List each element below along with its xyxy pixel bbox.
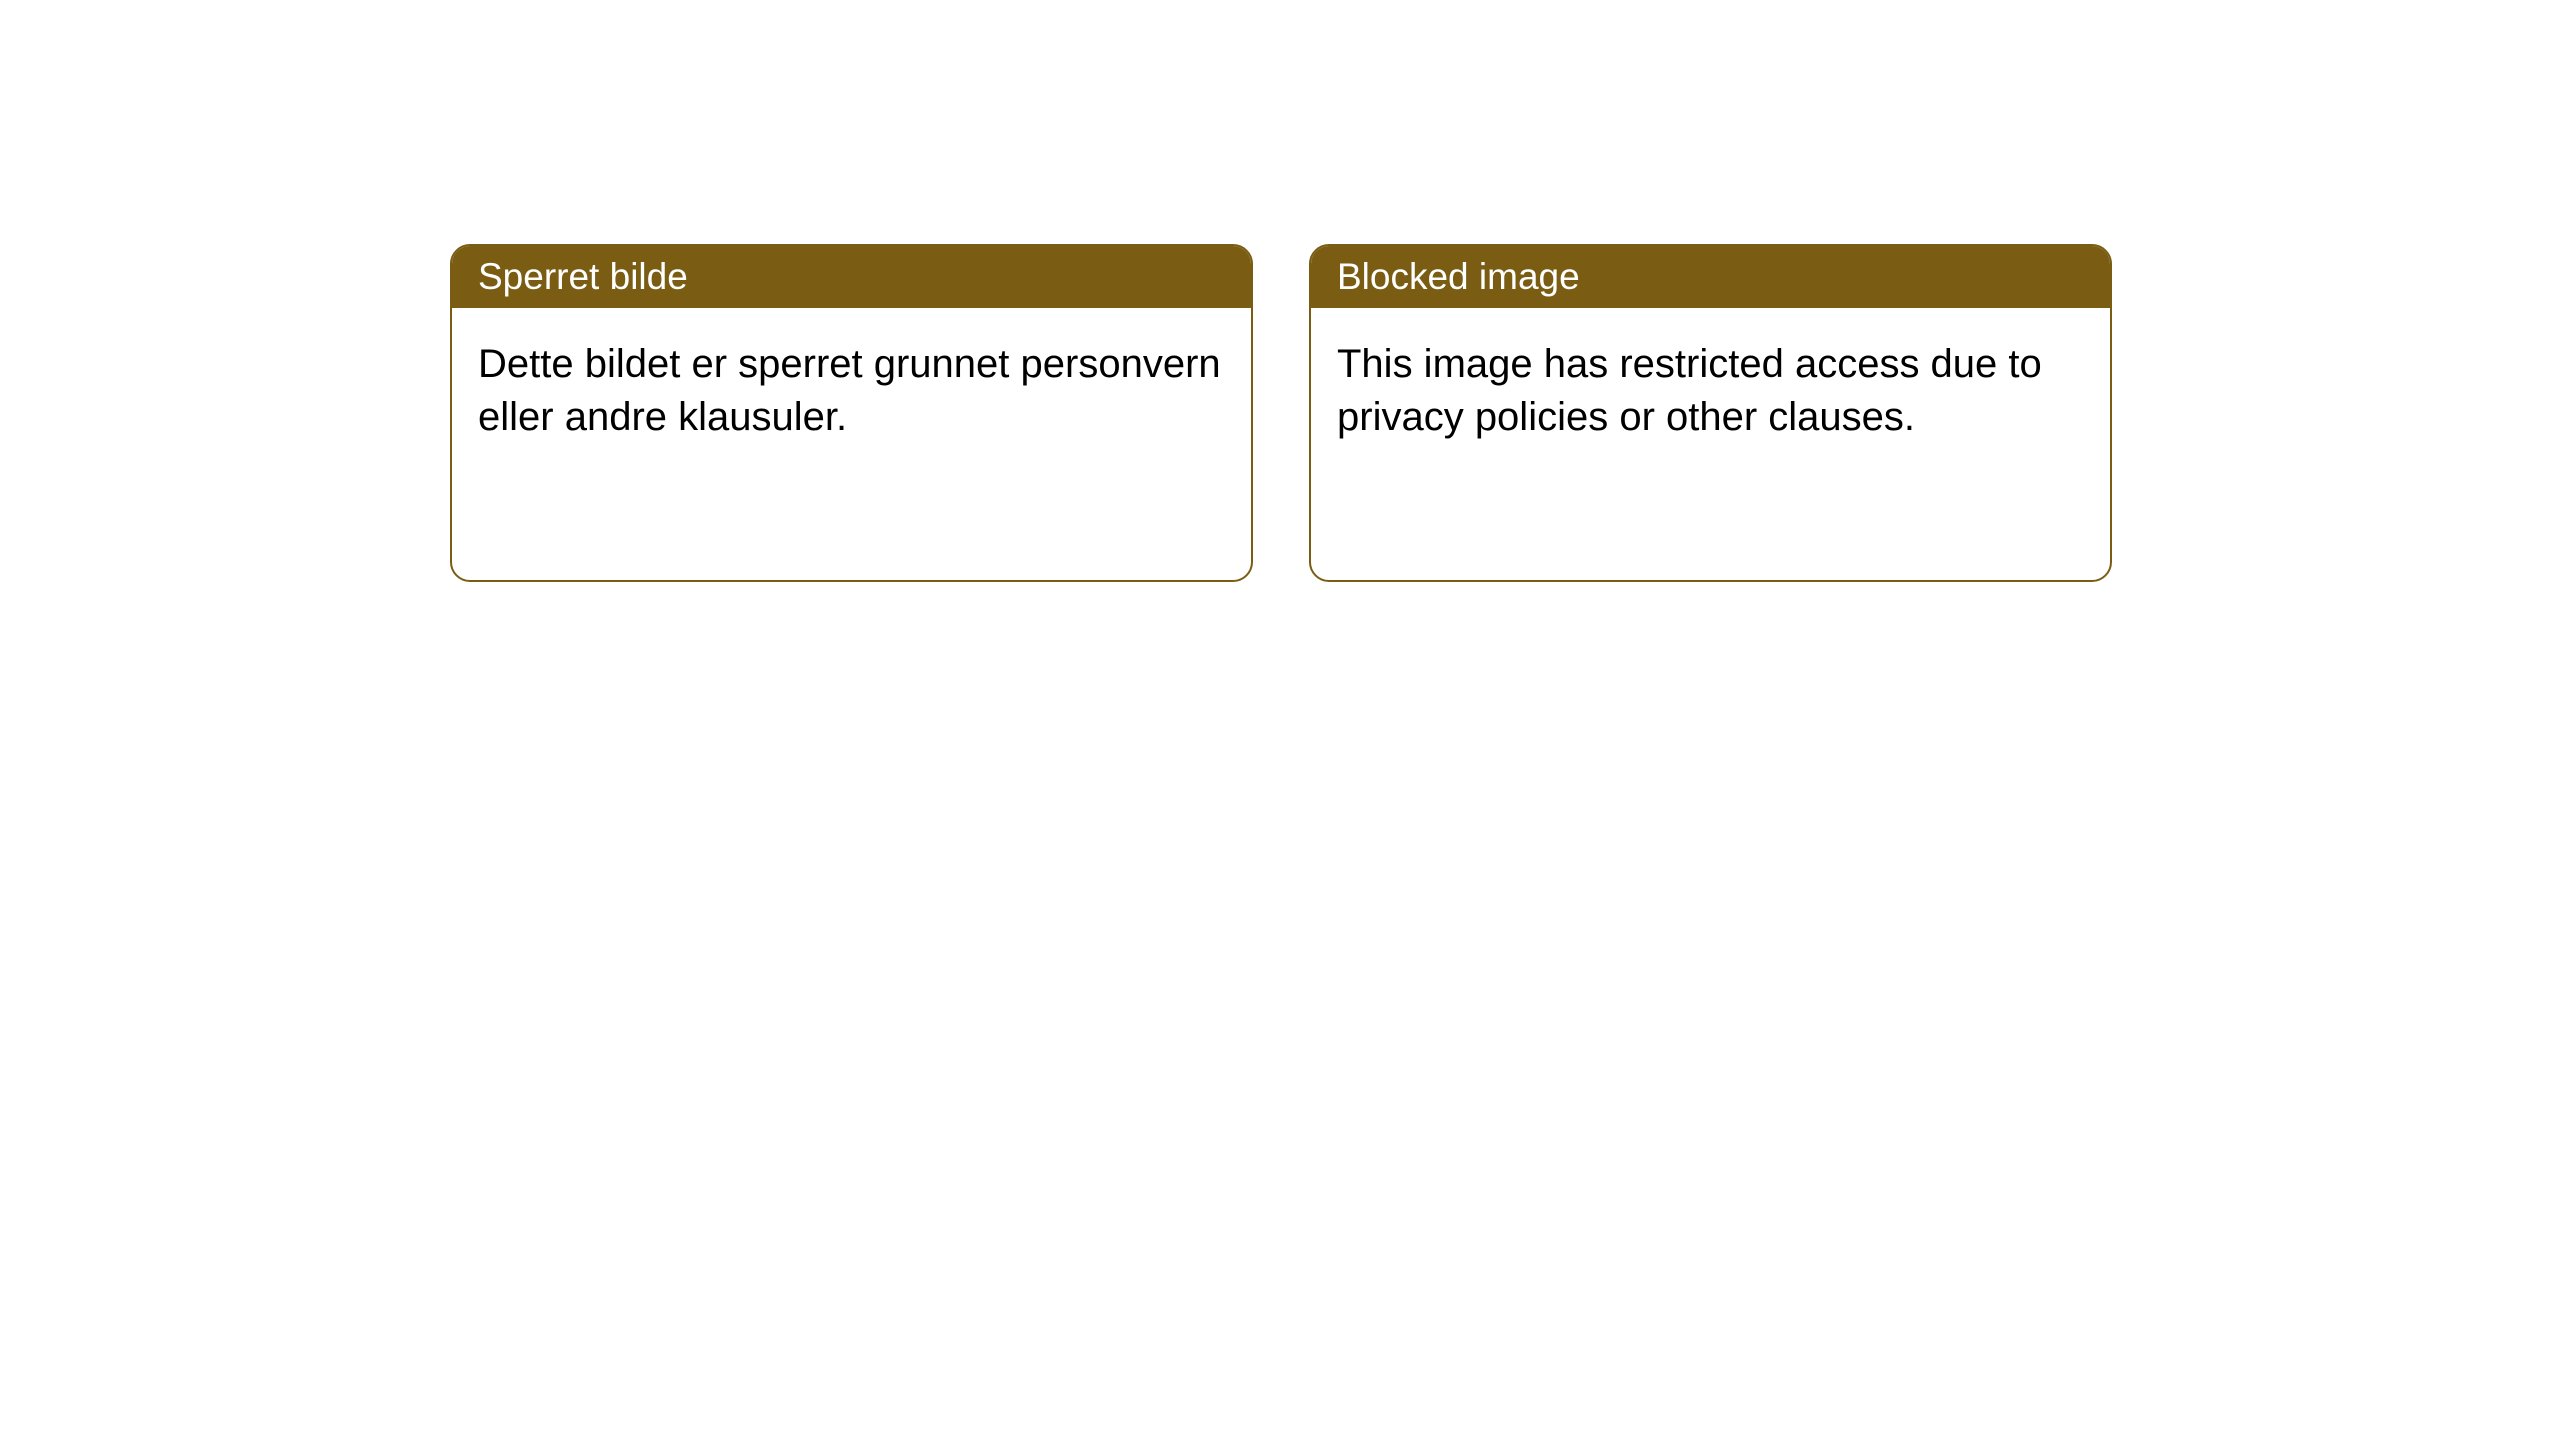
notice-card-body-text: This image has restricted access due to … <box>1337 342 2042 439</box>
notice-card-body-text: Dette bildet er sperret grunnet personve… <box>478 342 1221 439</box>
notice-card-title: Sperret bilde <box>478 256 688 297</box>
notice-card-header: Sperret bilde <box>452 246 1251 308</box>
notice-card-norwegian: Sperret bilde Dette bildet er sperret gr… <box>450 244 1253 582</box>
notice-card-body: This image has restricted access due to … <box>1311 308 2110 580</box>
notice-card-container: Sperret bilde Dette bildet er sperret gr… <box>450 244 2112 582</box>
notice-card-header: Blocked image <box>1311 246 2110 308</box>
notice-card-body: Dette bildet er sperret grunnet personve… <box>452 308 1251 580</box>
notice-card-title: Blocked image <box>1337 256 1580 297</box>
notice-card-english: Blocked image This image has restricted … <box>1309 244 2112 582</box>
